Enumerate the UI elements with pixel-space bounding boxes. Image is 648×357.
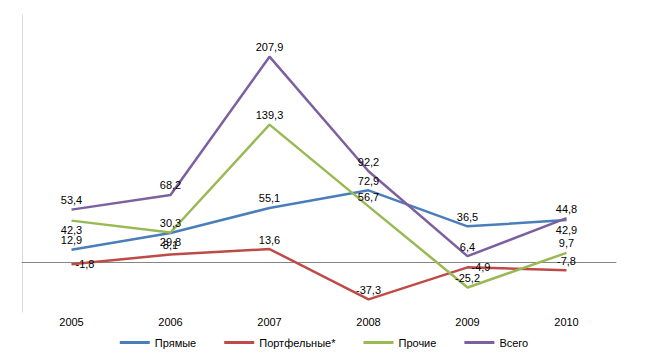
svg-text:Портфельные*: Портфельные*: [259, 337, 336, 349]
svg-text:2009: 2009: [455, 316, 479, 328]
svg-text:13,6: 13,6: [259, 234, 280, 246]
svg-text:2007: 2007: [257, 316, 281, 328]
svg-text:55,1: 55,1: [259, 192, 280, 204]
svg-text:72,9: 72,9: [358, 175, 379, 187]
svg-text:53,4: 53,4: [61, 194, 82, 206]
svg-text:Прямые: Прямые: [155, 337, 196, 349]
svg-text:8,1: 8,1: [163, 239, 178, 251]
svg-text:-25,2: -25,2: [455, 272, 480, 284]
svg-text:30,3: 30,3: [160, 217, 181, 229]
svg-text:-1,8: -1,8: [76, 258, 95, 270]
svg-text:68,2: 68,2: [160, 179, 181, 191]
svg-text:36,5: 36,5: [457, 211, 478, 223]
svg-text:139,3: 139,3: [256, 109, 284, 121]
svg-text:56,7: 56,7: [358, 191, 379, 203]
svg-text:44,8: 44,8: [556, 203, 577, 215]
svg-text:2008: 2008: [356, 316, 380, 328]
svg-text:Прочие: Прочие: [398, 337, 436, 349]
svg-text:2006: 2006: [158, 316, 182, 328]
svg-text:-4,9: -4,9: [471, 261, 491, 274]
svg-text:42,3: 42,3: [61, 224, 82, 236]
svg-text:-7,8: -7,8: [557, 255, 576, 267]
svg-text:2005: 2005: [59, 316, 83, 328]
svg-text:6,4: 6,4: [460, 241, 475, 253]
svg-text:Всего: Всего: [499, 337, 528, 349]
svg-text:92,2: 92,2: [358, 156, 379, 168]
svg-text:42,9: 42,9: [556, 224, 577, 236]
svg-text:2010: 2010: [554, 316, 578, 328]
svg-text:12,9: 12,9: [60, 234, 83, 247]
svg-text:9,7: 9,7: [559, 237, 574, 249]
svg-text:207,9: 207,9: [256, 41, 284, 53]
svg-text:-37,3: -37,3: [356, 284, 381, 296]
